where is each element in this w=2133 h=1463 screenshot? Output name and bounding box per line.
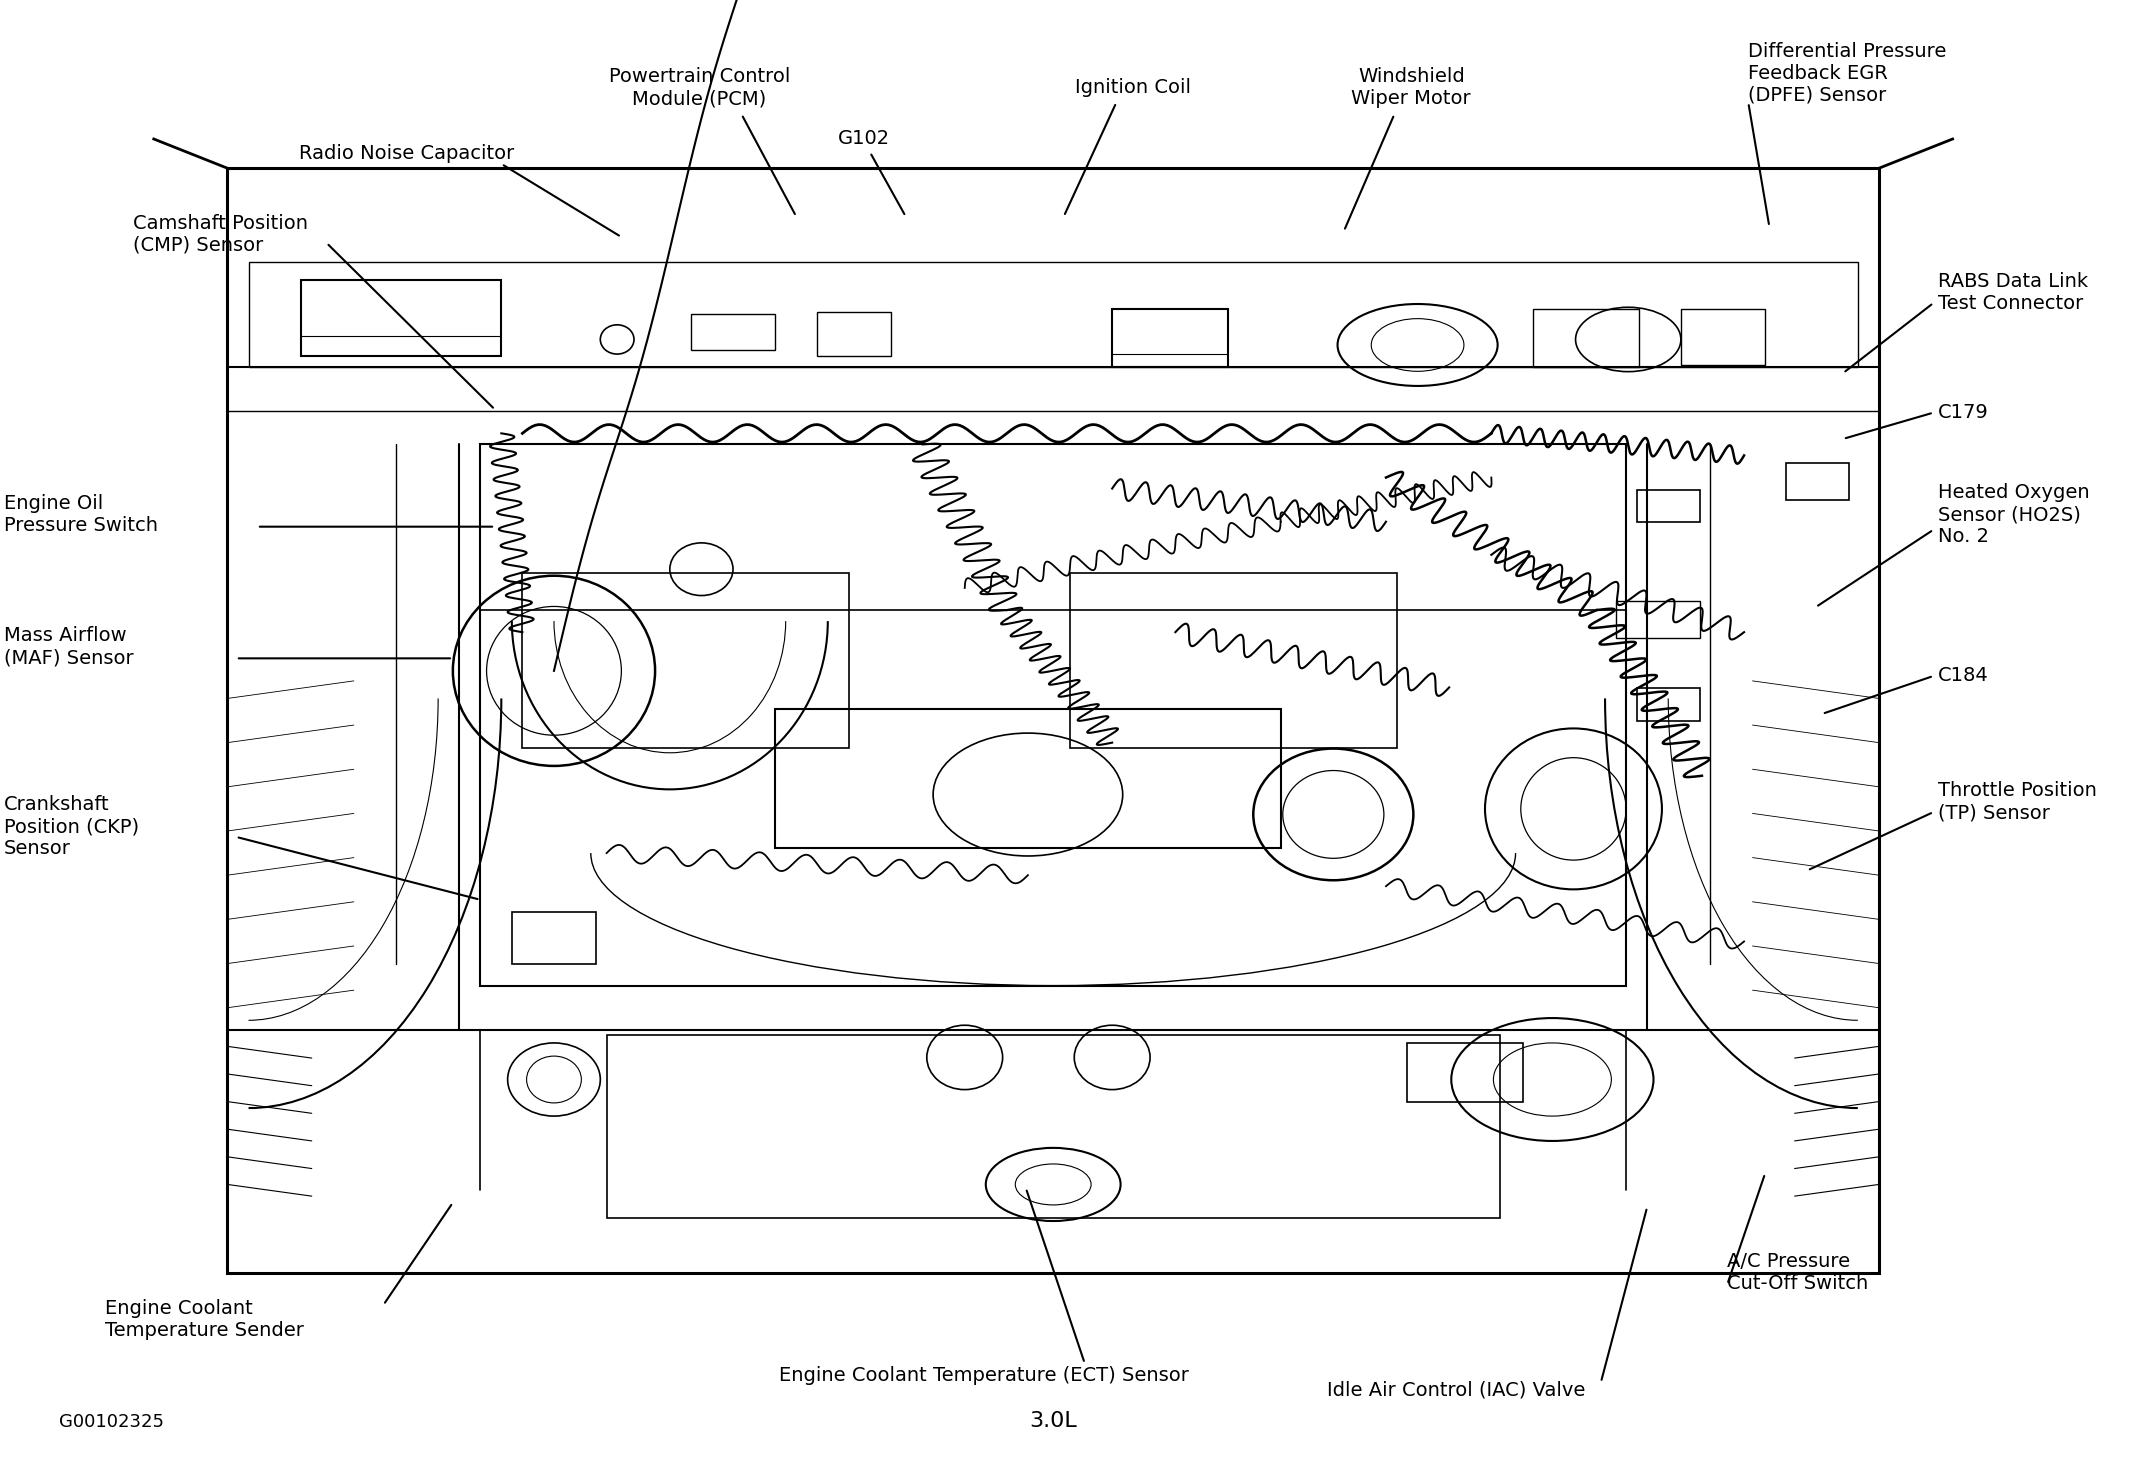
- Bar: [480, 445, 1625, 986]
- Text: Engine Coolant Temperature (ECT) Sensor: Engine Coolant Temperature (ECT) Sensor: [779, 1366, 1190, 1384]
- Text: Idle Air Control (IAC) Valve: Idle Air Control (IAC) Valve: [1327, 1381, 1585, 1399]
- Text: Throttle Position
(TP) Sensor: Throttle Position (TP) Sensor: [1939, 781, 2097, 822]
- Bar: [1785, 462, 1849, 500]
- Text: Engine Coolant
Temperature Sender: Engine Coolant Temperature Sender: [105, 1299, 305, 1340]
- Bar: [1636, 688, 1700, 720]
- Bar: [250, 262, 1858, 367]
- Text: Ignition Coil: Ignition Coil: [1075, 79, 1190, 97]
- Text: Powertrain Control
Module (PCM): Powertrain Control Module (PCM): [608, 67, 789, 108]
- Bar: [523, 572, 849, 748]
- Text: Differential Pressure
Feedback EGR
(DPFE) Sensor: Differential Pressure Feedback EGR (DPFE…: [1749, 41, 1947, 105]
- Bar: [1681, 309, 1766, 364]
- Text: G00102325: G00102325: [60, 1413, 164, 1431]
- Bar: [817, 312, 892, 356]
- Text: 3.0L: 3.0L: [1030, 1410, 1077, 1431]
- Text: C184: C184: [1939, 667, 1988, 685]
- Bar: [512, 913, 595, 964]
- Bar: [606, 1036, 1499, 1217]
- Bar: [1111, 309, 1229, 367]
- Text: Heated Oxygen
Sensor (HO2S)
No. 2: Heated Oxygen Sensor (HO2S) No. 2: [1939, 483, 2090, 547]
- Bar: [691, 315, 774, 351]
- Text: Radio Noise Capacitor: Radio Noise Capacitor: [299, 145, 514, 162]
- Text: Engine Oil
Pressure Switch: Engine Oil Pressure Switch: [4, 494, 158, 535]
- Text: Mass Airflow
(MAF) Sensor: Mass Airflow (MAF) Sensor: [4, 626, 134, 667]
- Bar: [228, 168, 1879, 1273]
- Text: Crankshaft
Position (CKP)
Sensor: Crankshaft Position (CKP) Sensor: [4, 794, 139, 859]
- Text: G102: G102: [838, 130, 889, 148]
- Bar: [1071, 572, 1397, 748]
- Text: RABS Data Link
Test Connector: RABS Data Link Test Connector: [1939, 272, 2088, 313]
- Bar: [1408, 1043, 1523, 1102]
- Text: A/C Pressure
Cut-Off Switch: A/C Pressure Cut-Off Switch: [1728, 1252, 1869, 1293]
- Bar: [1615, 601, 1700, 638]
- Bar: [1534, 309, 1638, 367]
- Bar: [1636, 490, 1700, 522]
- Text: C179: C179: [1939, 404, 1988, 421]
- Text: Camshaft Position
(CMP) Sensor: Camshaft Position (CMP) Sensor: [132, 214, 307, 255]
- Bar: [301, 279, 501, 356]
- Text: Windshield
Wiper Motor: Windshield Wiper Motor: [1352, 67, 1472, 108]
- Bar: [774, 708, 1280, 847]
